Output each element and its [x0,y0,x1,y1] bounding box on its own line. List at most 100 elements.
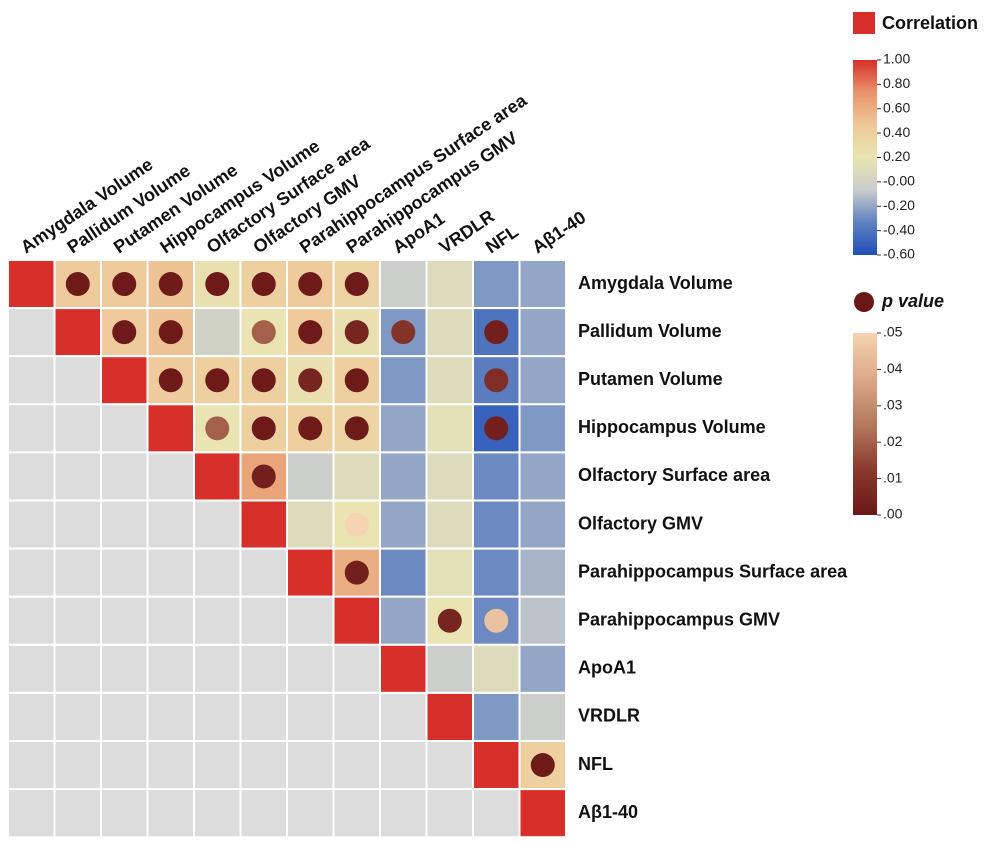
empty-cell [472,788,521,839]
cell [518,355,567,406]
cell [379,595,428,646]
empty-cell [239,595,288,646]
p-dot [251,320,276,345]
empty-cell [379,691,428,743]
p-dot [205,272,230,297]
row-label: VRDLR [578,706,640,726]
correlation-swatch [853,12,875,34]
cell [239,499,288,550]
cell [53,307,102,358]
empty-cell [7,595,56,646]
empty-cell [332,691,381,743]
empty-cell [146,643,195,694]
p-dot [158,272,183,297]
legend-tick-label: .02 [883,433,903,449]
empty-cell [53,643,102,694]
legend-tick-label: -0.60 [883,246,915,262]
p-dot [298,368,323,393]
empty-cell [100,788,149,839]
empty-cell [100,595,149,646]
cell [425,355,474,406]
cell [472,691,521,743]
empty-cell [53,691,102,743]
empty-cell [7,403,56,454]
empty-cell [146,499,195,550]
cell [518,499,567,550]
legend-tick-label: .01 [883,469,903,485]
empty-cell [53,740,102,791]
empty-cell [286,788,335,839]
legend-tick-label: 0.60 [883,99,910,115]
row-label: Parahippocampus GMV [578,610,780,630]
cell [332,451,381,502]
legend-tick-label: 1.00 [883,51,910,67]
empty-cell [425,740,474,791]
cell [379,451,428,502]
cell [518,595,567,646]
empty-cell [146,451,195,502]
empty-cell [193,740,242,791]
cell [518,547,567,598]
cell [472,547,521,598]
cell [379,403,428,454]
cell [146,403,195,454]
p-dot [484,608,509,633]
cell [425,403,474,454]
p-dot [530,753,555,778]
p-dot [251,272,276,297]
cell [518,691,567,743]
cell [518,403,567,454]
p-dot [65,272,90,297]
empty-cell [7,643,56,694]
cell [472,740,521,791]
p-title: p value [881,291,944,311]
empty-cell [7,355,56,406]
row-label: Hippocampus Volume [578,417,766,437]
cell [193,307,242,358]
cell [7,259,56,310]
cell [379,259,428,310]
cell [379,643,428,694]
empty-cell [379,788,428,839]
cell [100,355,149,406]
cell [472,259,521,310]
empty-cell [332,643,381,694]
empty-cell [100,403,149,454]
cell [379,499,428,550]
p-dot [344,416,369,441]
p-dot [344,272,369,297]
row-label: ApoA1 [578,658,636,678]
empty-cell [286,595,335,646]
column-label: Aβ1-40 [528,207,589,257]
legend-tick-label: -0.20 [883,197,915,213]
empty-cell [53,595,102,646]
p-dot [112,320,137,345]
row-label: Pallidum Volume [578,321,722,341]
legend-tick-label: .04 [883,360,903,376]
cell [472,643,521,694]
empty-cell [193,547,242,598]
cell [425,307,474,358]
cell [286,451,335,502]
p-dot [298,320,323,345]
empty-cell [286,691,335,743]
empty-cell [53,355,102,406]
row-label: NFL [578,754,613,774]
empty-cell [286,643,335,694]
p-dot [484,368,509,393]
cell [425,451,474,502]
row-label: Olfactory Surface area [578,465,771,485]
p-dot [437,608,462,633]
empty-cell [286,740,335,791]
empty-cell [239,547,288,598]
correlation-colorbar [853,60,877,255]
p-dot [158,368,183,393]
p-dot [112,272,137,297]
empty-cell [53,451,102,502]
empty-cell [100,691,149,743]
row-label: Parahippocampus Surface area [578,561,848,581]
empty-cell [53,788,102,839]
correlation-title: Correlation [882,13,978,33]
row-label: Olfactory GMV [578,513,703,533]
